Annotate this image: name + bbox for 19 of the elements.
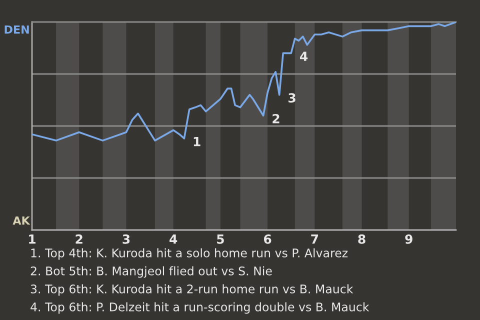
x-tick-label: 2	[76, 234, 82, 244]
text: 2. Bot 5th: B. Mangjeol flied out vs S. Nie	[30, 266, 272, 278]
x-tick-label: 8	[358, 234, 366, 244]
annotation: 1	[194, 136, 200, 146]
x-tick-label: 6	[264, 234, 272, 244]
x-tick-label: 1	[29, 234, 36, 244]
x-tick-label: 4	[170, 234, 178, 244]
text: 3. Top 6th: K. Kuroda hit a 2-run home run vs B. Mauck	[30, 284, 354, 296]
x-tick-label: 7	[311, 234, 318, 244]
text: AK	[12, 216, 30, 225]
x-tick-label: 3	[122, 234, 130, 244]
text: 4. Top 6th: P. Delzeit hit a run-scoring double vs B. Mauck	[30, 302, 370, 314]
annotation: 3	[288, 93, 296, 103]
annotation: 4	[300, 52, 308, 61]
x-tick-label: 5	[217, 234, 224, 244]
text: DEN	[4, 25, 29, 34]
annotation: 2	[272, 114, 280, 124]
x-tick-label: 9	[405, 234, 412, 244]
text: 1. Top 4th: K. Kuroda hit a solo home run vs P. Alvarez	[31, 248, 348, 260]
